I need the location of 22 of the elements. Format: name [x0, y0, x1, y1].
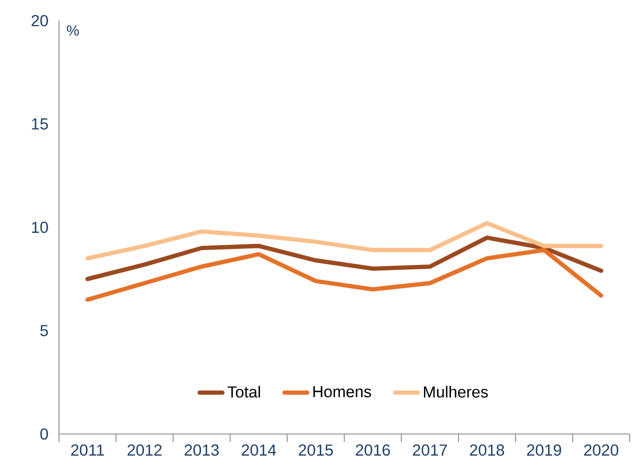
x-tick-label: 2014 [242, 444, 276, 456]
x-tick-label: 2012 [128, 444, 162, 456]
y-axis-title: % [66, 25, 79, 36]
x-tick-label: 2019 [527, 444, 562, 456]
x-tick-label: 2020 [584, 444, 618, 456]
line-series [85, 248, 604, 302]
y-tick-label: 5 [40, 325, 48, 336]
legend-label: Total [228, 386, 260, 398]
line-series [85, 236, 604, 282]
x-tick-label: 2011 [71, 444, 104, 456]
y-tick-label: 0 [40, 428, 48, 440]
y-tick-label: 20 [32, 15, 48, 26]
x-tick-label: 2017 [412, 444, 447, 456]
y-tick-label: 15 [32, 118, 48, 130]
x-tick-label: 2013 [184, 444, 219, 456]
legend-label: Homens [313, 386, 372, 398]
legend-label: Mulheres [424, 386, 488, 398]
x-tick-label: 2018 [470, 444, 504, 456]
y-tick-label: 10 [32, 222, 48, 233]
x-tick-label: 2016 [356, 444, 390, 456]
x-tick-label: 2015 [298, 444, 333, 456]
line-series [85, 221, 604, 260]
